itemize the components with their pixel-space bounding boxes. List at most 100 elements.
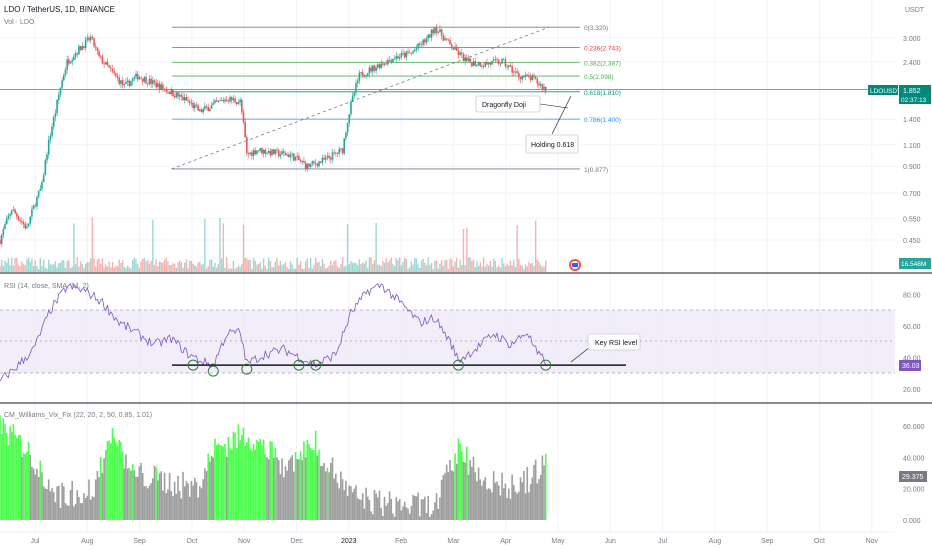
williams-bar: [32, 468, 35, 520]
williams-bar: [355, 485, 357, 520]
volume-bar: [79, 261, 82, 272]
williams-bar: [230, 449, 233, 520]
volume-bar: [466, 227, 468, 272]
williams-bar: [256, 440, 258, 520]
rsi-title: RSI (14, close, SMA, 14, 2): [4, 283, 89, 290]
candle-body: [66, 59, 68, 70]
volume-bar: [271, 267, 273, 272]
williams-bar: [267, 459, 270, 520]
volume-bar: [543, 266, 545, 272]
time-axis[interactable]: Jul Aug Sep Oct Nov Dec 2023 Feb Mar Apr May Jun Jul…: [31, 538, 879, 545]
williams-bar: [59, 507, 62, 520]
volume-bar: [424, 262, 426, 272]
candle-body: [301, 161, 304, 162]
price-tick-label: 2.400: [903, 60, 921, 67]
williams-bar: [157, 480, 159, 520]
williams-bar: [170, 491, 173, 520]
volume-bar: [47, 259, 50, 272]
callout-holding-618[interactable]: Holding 0.618: [525, 95, 579, 154]
williams-bar: [474, 472, 477, 520]
volume-bar: [36, 266, 38, 272]
candle-body: [47, 139, 50, 155]
candle-body: [531, 75, 534, 80]
volume-bar: [454, 261, 456, 272]
callout-key-rsi[interactable]: Key RSI level: [570, 333, 641, 363]
fibonacci-retracement[interactable]: 0(3.320) 0.236(2.743) 0.382(2.387) 0.5(2.09…: [0, 25, 895, 174]
candle-body: [130, 81, 132, 87]
volume-bar: [163, 259, 166, 272]
candle-body: [239, 99, 241, 103]
candle-body: [7, 215, 10, 219]
volume-bar: [467, 257, 470, 272]
candle-body: [383, 63, 386, 65]
volume-bar: [331, 265, 334, 272]
williams-bar: [205, 471, 208, 520]
volume-bar: [430, 263, 433, 272]
time-tick-label: Aug: [81, 538, 94, 545]
candle-body: [183, 97, 186, 101]
williams-bar: [172, 496, 174, 520]
volume-bar: [46, 268, 48, 272]
volume-bar: [54, 261, 57, 272]
candle-body: [261, 148, 263, 154]
williams-bar: [182, 471, 184, 520]
candle-body: [289, 154, 292, 158]
candle-body: [0, 240, 1, 244]
volume-bar: [368, 257, 371, 272]
rsi-pane[interactable]: Key RSI level RSI (14, close, SMA, 14, 2…: [0, 282, 921, 394]
volume-bar: [182, 267, 184, 272]
candle-body: [36, 196, 38, 207]
volume-bar: [513, 259, 515, 272]
candle-body: [316, 163, 319, 167]
candle-body: [256, 150, 258, 154]
williams-bar: [220, 445, 223, 520]
williams-bar: [207, 453, 210, 520]
candle-body: [71, 59, 74, 62]
volume-bar: [281, 264, 283, 272]
candle-body: [544, 86, 547, 91]
candle-body: [427, 34, 429, 39]
volume-bar: [236, 267, 238, 272]
williams-bar: [346, 495, 349, 520]
candle-body: [52, 116, 55, 127]
candle-body: [523, 76, 525, 78]
williams-bar: [51, 487, 53, 520]
candle-body: [432, 29, 435, 34]
event-flag-icon[interactable]: [569, 259, 581, 271]
volume-bar: [358, 259, 361, 272]
williams-bar: [83, 493, 85, 520]
candle-body: [192, 102, 194, 109]
volume-bar: [76, 257, 78, 272]
candle-body: [375, 67, 377, 71]
williams-vix-fix-pane[interactable]: CM_Williams_Vix_Fix (22, 20, 2, 50, 0.85…: [0, 412, 927, 525]
candle-body: [111, 68, 114, 72]
volume-bar: [459, 259, 461, 272]
volume-bar: [126, 265, 129, 272]
williams-bar: [412, 494, 414, 520]
volume-bar: [197, 262, 199, 272]
time-tick-label: Aug: [709, 538, 722, 545]
volume-bar: [397, 260, 399, 272]
williams-bar: [252, 443, 255, 520]
volume-bar: [69, 267, 72, 272]
volume-bar: [51, 264, 53, 272]
candle-body: [104, 61, 107, 65]
candle-body: [140, 77, 142, 79]
price-axis[interactable]: 3.0002.4001.8501.4001.1000.9000.7000.550…: [903, 36, 921, 245]
williams-bar: [299, 451, 302, 520]
volume-bar: [7, 258, 10, 272]
rsi-path: [0, 282, 547, 382]
williams-bar: [487, 488, 490, 520]
volume-bar: [308, 267, 310, 272]
williams-bar: [165, 493, 168, 520]
candle-body: [422, 39, 424, 45]
williams-bar: [328, 472, 330, 520]
volume-bar: [29, 261, 31, 272]
williams-bar: [31, 466, 33, 520]
williams-bar: [377, 497, 379, 520]
candle-body: [408, 52, 411, 54]
callout-dragonfly-doji[interactable]: Dragonfly Doji: [475, 95, 569, 113]
williams-bar: [197, 497, 199, 520]
ascending-trendline[interactable]: [171, 26, 550, 170]
